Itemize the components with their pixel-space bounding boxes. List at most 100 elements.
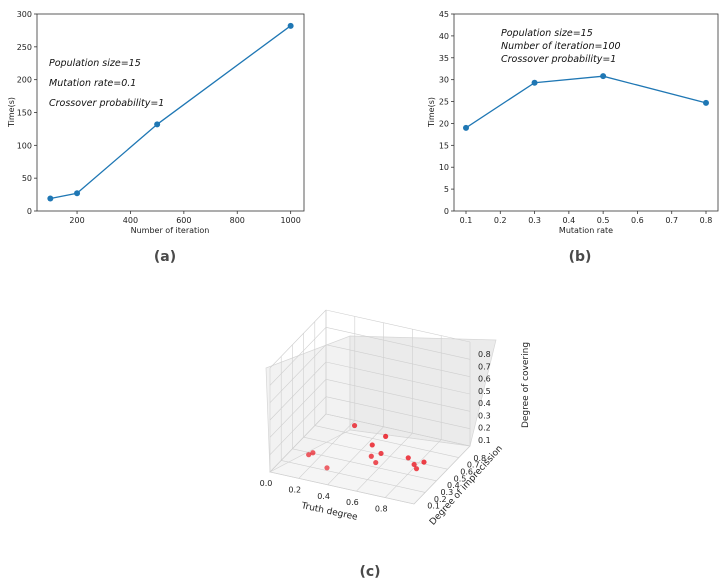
b-xtick-label: 0.7 — [665, 216, 678, 225]
a-xtick-label: 600 — [176, 216, 191, 225]
chart-c-gridline — [269, 396, 327, 455]
b-ytick-label: 45 — [439, 10, 449, 19]
b-data-point — [600, 73, 607, 80]
b-ytick-label: 20 — [439, 119, 449, 128]
chart-c-gridline — [356, 432, 413, 492]
b-ytick-label: 10 — [439, 163, 449, 172]
chart-c-data-point — [411, 461, 417, 468]
a-ytick-label: 0 — [27, 207, 32, 216]
chart-c-data-point — [413, 466, 420, 472]
chart-c-data-point — [310, 450, 316, 456]
chart-b-annotation-3: Crossover probability=1 — [501, 54, 616, 65]
chart-c-ztick-label: 0.8 — [478, 350, 491, 359]
chart-b-points — [463, 73, 709, 131]
chart-c-gridline — [325, 413, 471, 447]
chart-c-ytick-label: 0.2 — [434, 495, 447, 504]
chart-c-gridline — [281, 460, 426, 493]
b-data-point — [531, 79, 538, 86]
chart-a-frame — [36, 13, 305, 212]
chart-c-data-point — [368, 453, 374, 459]
chart-c-xtick-label: 0.0 — [260, 479, 273, 488]
a-ytick-label: 300 — [17, 10, 32, 19]
chart-c-ytick-label: 0.5 — [454, 474, 467, 483]
a-data-point — [47, 195, 54, 202]
b-ytick-label: 25 — [439, 98, 449, 107]
chart-b: 0.1 0.2 0.3 0.4 0.5 0.6 0.7 0.8 0 5 10 15 20 25 30 35 40… — [427, 10, 719, 265]
chart-c-data-point — [351, 422, 358, 429]
caption-a: (a) — [154, 249, 176, 265]
chart-c-data-point — [421, 459, 427, 465]
chart-b-ylabel: Time(s) — [427, 97, 436, 128]
b-xtick-label: 0.1 — [460, 216, 473, 225]
chart-c-xtick-label: 0.4 — [317, 492, 330, 501]
chart-c-ytick-label: 0.4 — [447, 481, 460, 490]
b-xtick-label: 0.4 — [562, 216, 575, 225]
chart-c-xtick-label: 0.2 — [288, 485, 301, 494]
a-ytick-label: 50 — [22, 174, 32, 183]
chart-c-gridline — [314, 425, 459, 458]
chart-b-frame — [453, 13, 719, 212]
chart-c-gridline — [325, 327, 471, 360]
a-xtick-label: 400 — [123, 216, 138, 225]
chart-c-gridlines — [269, 309, 471, 505]
chart-c-xtick-label: 0.6 — [346, 498, 359, 507]
chart-c-gridline — [384, 439, 442, 498]
chart-a: 200 400 600 800 1000 0 50 100 150 200 250 300 Numbe… — [7, 10, 305, 265]
b-ytick-label: 15 — [439, 141, 449, 150]
chart-a-points — [47, 22, 294, 202]
b-xtick-label: 0.5 — [597, 216, 610, 225]
chart-c-ztick-label: 0.7 — [478, 362, 491, 371]
chart-c-data-point — [324, 465, 330, 471]
chart-c-ztick-label: 0.3 — [478, 411, 491, 420]
a-ytick-label: 200 — [17, 76, 32, 85]
chart-b-annotation-2: Number of iteration=100 — [501, 41, 621, 52]
a-data-point — [154, 121, 161, 128]
chart-c-ytick-label: 0.6 — [460, 467, 473, 476]
a-xtick-label: 1000 — [280, 216, 300, 225]
a-xtick-label: 800 — [230, 216, 245, 225]
a-ytick-label: 250 — [17, 43, 32, 52]
chart-c-gridline — [269, 361, 327, 421]
chart-c-data-point — [378, 450, 384, 457]
chart-c-xtick-label: 0.8 — [375, 505, 388, 514]
chart-c-gridline — [325, 344, 471, 377]
a-xtick-label: 200 — [69, 216, 84, 225]
chart-c-gridline — [327, 426, 384, 486]
chart-c-ytick-label: 0.8 — [473, 454, 486, 463]
chart-b-annotation-1: Population size=15 — [501, 28, 593, 39]
chart-c-gridline — [269, 471, 415, 505]
a-ytick-label: 100 — [17, 141, 32, 150]
b-ytick-label: 30 — [439, 76, 449, 85]
chart-c-gridline — [325, 379, 471, 412]
b-ytick-label: 0 — [444, 207, 449, 216]
chart-b-xlabel: Mutation rate — [559, 226, 613, 235]
chart-c-gridline — [325, 361, 471, 395]
chart-a-annotation-3: Crossover probability=1 — [49, 98, 164, 109]
chart-c-gridline — [325, 309, 471, 343]
chart-c-gridline — [269, 327, 327, 386]
chart-c-gridline — [292, 448, 437, 482]
chart-c-gridline — [269, 413, 327, 473]
chart-c-gridline — [269, 344, 327, 403]
b-ytick-label: 35 — [439, 54, 449, 63]
chart-a-annotation-2: Mutation rate=0.1 — [49, 78, 136, 89]
chart-c-data-point — [369, 442, 375, 448]
caption-b: (b) — [569, 249, 592, 265]
b-ytick-label: 40 — [439, 32, 449, 41]
b-xtick-label: 0.3 — [528, 216, 541, 225]
chart-c-ztick-label: 0.5 — [478, 387, 491, 396]
chart-c-gridline — [413, 445, 471, 505]
a-ytick-label: 150 — [17, 109, 32, 118]
chart-c-zlabel: Degree of covering — [521, 342, 531, 428]
chart-c-pane-right — [349, 335, 497, 447]
a-data-point — [287, 22, 294, 29]
caption-c: (c) — [359, 564, 380, 580]
chart-a-xlabel: Number of iteration — [131, 226, 210, 235]
chart-c-ztick-label: 0.6 — [478, 375, 491, 384]
chart-c-data-point — [306, 452, 312, 458]
b-data-point — [463, 124, 469, 131]
chart-a-series-line — [50, 25, 291, 200]
chart-c-ytick-label: 0.7 — [467, 461, 480, 470]
b-data-point — [703, 99, 709, 106]
